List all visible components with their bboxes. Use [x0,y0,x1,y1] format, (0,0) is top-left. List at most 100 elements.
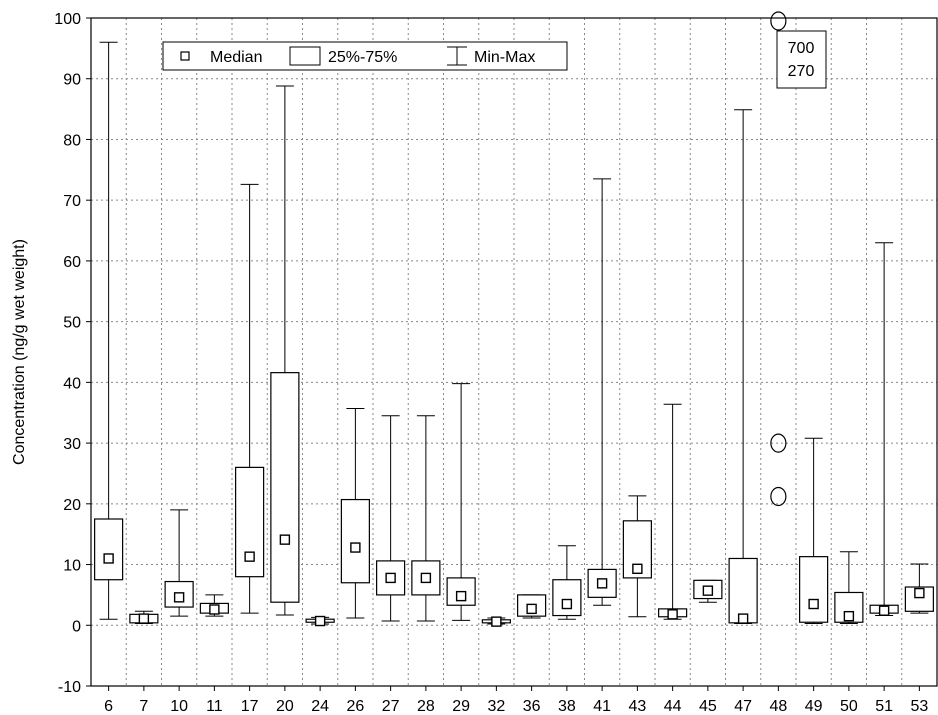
median-marker [138,613,150,624]
box-7 [129,610,159,624]
x-tick-label: 11 [206,698,223,715]
box-6 [94,41,124,620]
y-tick-label: 0 [72,618,81,635]
iqr-box [799,556,829,623]
box-29 [446,383,476,621]
annotation-frame [776,30,827,89]
legend-median-label: Median [210,49,262,66]
box-49 [799,437,829,624]
x-tick-label: 47 [734,698,752,715]
box-43 [622,495,652,618]
box-47 [728,109,758,624]
x-tick-label: 41 [593,698,611,715]
legend-frame [162,41,568,71]
y-tick-label: 10 [63,558,81,575]
x-tick-label: 36 [523,698,541,715]
x-tick-label: 45 [699,698,717,715]
x-tick-label: 24 [311,698,329,715]
box-20 [270,85,300,616]
median-marker [103,553,114,564]
box-32 [481,616,511,627]
y-tick-label: 40 [63,375,81,392]
x-tick-label: 32 [487,698,505,715]
x-tick-label: 20 [276,698,294,715]
x-tick-label: 38 [558,698,576,715]
iqr-box [728,557,758,624]
x-tick-label: 49 [805,698,823,715]
box-24 [305,615,335,627]
x-tick-label: 53 [910,698,928,715]
x-tick-label: 51 [875,698,893,715]
box-10 [164,509,194,617]
x-tick-label: 6 [104,698,113,715]
box-17 [235,183,265,614]
annotation-box: 700 270 [776,30,827,89]
median-marker [596,578,608,589]
x-tick-label: 29 [452,698,470,715]
y-tick-label: 90 [63,72,81,89]
box-41 [587,178,617,606]
median-marker [843,610,855,622]
median-marker [385,572,396,584]
x-tick-label: 48 [769,698,787,715]
box-11 [199,594,229,617]
median-marker [244,551,255,562]
y-tick-label: 20 [63,497,81,514]
x-tick-label: 43 [628,698,646,715]
outliers [770,11,787,507]
box-26 [340,407,370,619]
x-tick-label: 44 [664,698,682,715]
x-tick-label: 28 [417,698,435,715]
median-marker [702,585,714,596]
median-marker [737,613,749,624]
plot-grid [91,18,937,686]
x-tick-label: 27 [382,698,400,715]
outlier-marker [770,433,787,453]
outlier-marker [770,486,787,507]
legend: Median 25%-75% Min-Max [162,41,568,71]
x-tick-label: 17 [241,698,259,715]
box-44 [658,403,688,620]
x-tick-label: 7 [139,698,148,715]
y-tick-label: 100 [54,11,81,28]
iqr-box [235,466,265,578]
y-tick-label: 30 [63,436,81,453]
y-tick-label: 60 [63,254,81,271]
x-tick-label: 26 [346,698,364,715]
iqr-box [340,498,370,584]
median-marker [173,592,185,603]
box-36 [517,594,547,619]
median-marker [491,616,502,627]
median-marker [632,563,643,574]
y-tick-label: -10 [58,679,81,696]
median-marker [455,590,467,602]
y-tick-label: 70 [63,193,81,210]
box-51 [869,242,899,617]
boxes [94,41,934,627]
y-axis: -10 0 10 20 30 40 50 60 70 80 90 100 [54,11,91,696]
median-marker [314,615,326,627]
box-45 [693,579,723,603]
annotation-value-1: 700 [788,40,815,57]
median-marker [914,587,925,599]
legend-whisker-label: Min-Max [474,49,535,66]
median-marker [667,609,678,620]
median-marker [878,605,890,616]
median-marker [808,598,819,610]
median-marker [279,534,291,545]
y-tick-label: 80 [63,132,81,149]
iqr-box [552,579,582,617]
box-38 [552,545,582,620]
legend-median-icon [180,51,190,61]
legend-box-icon [289,46,321,66]
x-tick-label: 10 [170,698,188,715]
x-axis: 6 7 10 11 17 20 24 26 27 28 29 32 36 38 41 43 44 45 47 48 49… [104,686,928,715]
median-marker [526,603,537,615]
legend-box-label: 25%-75% [328,49,397,66]
median-marker [420,572,432,584]
y-axis-label: Concentration (ng/g wet weight) [11,239,28,465]
annotation-value-2: 270 [788,63,815,80]
iqr-box [270,372,300,603]
median-marker [350,542,361,553]
